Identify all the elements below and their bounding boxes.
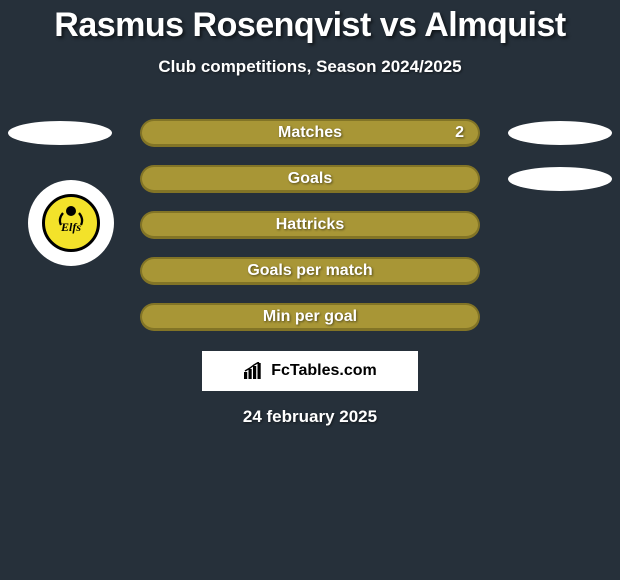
comparison-card: Rasmus Rosenqvist vs Almquist Club compe… (0, 0, 620, 427)
stat-label: Goals per match (247, 262, 372, 280)
stat-row: Matches 2 (0, 119, 620, 147)
brand-box: FcTables.com (202, 351, 418, 391)
left-value-ellipse (8, 121, 112, 145)
stat-row: Min per goal (0, 303, 620, 331)
stat-bar: Matches 2 (140, 119, 480, 147)
stat-bar: Min per goal (140, 303, 480, 331)
subtitle: Club competitions, Season 2024/2025 (0, 57, 620, 77)
svg-text:Elfs: Elfs (60, 220, 81, 234)
stat-bar: Goals per match (140, 257, 480, 285)
stat-label: Hattricks (276, 216, 344, 234)
right-value-ellipse (508, 167, 612, 191)
stat-label: Goals (288, 170, 332, 188)
brand-chart-icon (243, 362, 265, 380)
date-label: 24 february 2025 (0, 407, 620, 427)
stat-bar: Hattricks (140, 211, 480, 239)
stat-bar: Goals (140, 165, 480, 193)
stat-value: 2 (455, 124, 464, 142)
stat-row: Goals per match (0, 257, 620, 285)
club-logo-left: Elfs (28, 180, 114, 266)
stat-label: Min per goal (263, 308, 357, 326)
elfsborg-logo: Elfs (42, 194, 100, 252)
stat-label: Matches (278, 124, 342, 142)
brand-text: FcTables.com (271, 362, 377, 380)
page-title: Rasmus Rosenqvist vs Almquist (0, 6, 620, 45)
right-value-ellipse (508, 121, 612, 145)
